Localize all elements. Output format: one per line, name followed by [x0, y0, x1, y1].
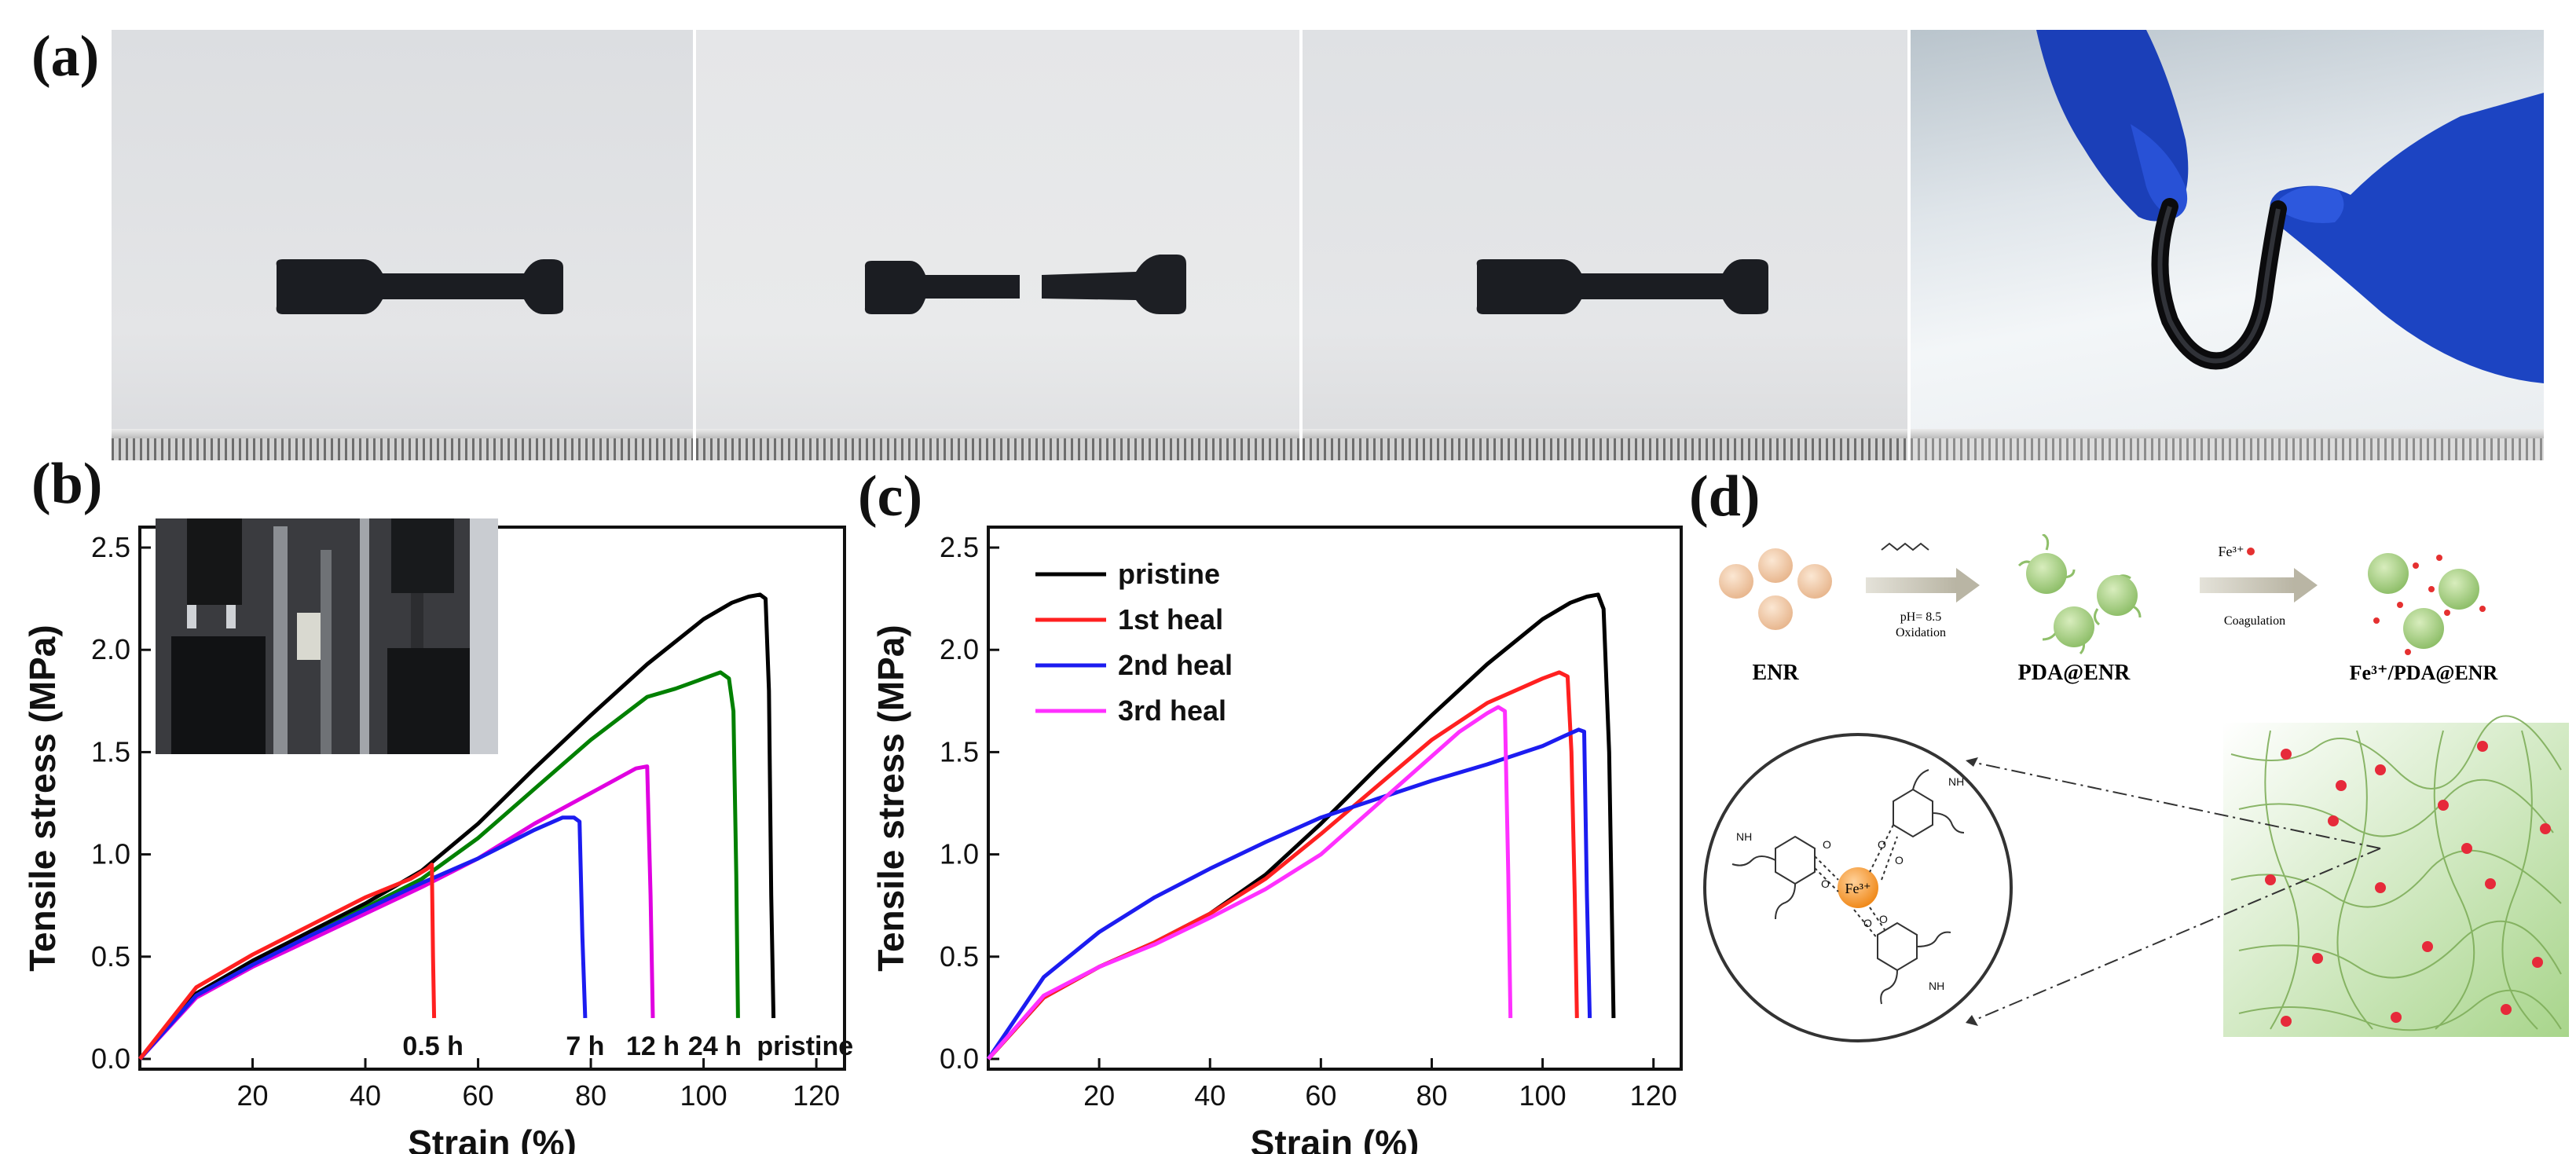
fracture-annotation: 7 h	[566, 1031, 604, 1061]
step1-conditions-line1: pH= 8.5	[1900, 610, 1942, 624]
y-axis-label: Tensile stress (MPa)	[22, 625, 63, 971]
enr-label: ENR	[1752, 661, 1799, 685]
scheme-d-fe-pda-enr: ENR pH= 8.5 Oxidation PDA@ENR Fe³⁺ Coagu…	[1703, 534, 2569, 1042]
x-tick-label: 60	[1305, 1079, 1336, 1112]
fe-center-label: Fe³⁺	[1845, 881, 1871, 896]
fe-pda-enr-label: Fe³⁺/PDA@ENR	[2350, 661, 2498, 684]
y-tick-label: 0.0	[940, 1042, 979, 1075]
x-tick-label: 120	[1630, 1079, 1677, 1112]
step1-conditions-line2: Oxidation	[1896, 626, 1946, 639]
x-tick-label: 60	[463, 1079, 494, 1112]
gloved-hands-bending-specimen	[2036, 30, 2544, 383]
series-line-1st-heal	[987, 670, 1579, 1061]
y-tick-label: 0.5	[91, 940, 130, 973]
nh-label: NH	[1948, 775, 1964, 788]
x-tick-label: 20	[1083, 1079, 1115, 1112]
x-tick-label: 20	[236, 1079, 268, 1112]
y-tick-label: 1.5	[91, 735, 130, 768]
nh-label: NH	[1736, 830, 1752, 843]
ruler-strip	[1303, 429, 1907, 460]
panel-label-d: (d)	[1689, 464, 1761, 529]
legend-label: 1st heal	[1118, 603, 1223, 636]
nh-label: NH	[1929, 980, 1944, 992]
y-tick-label: 0.0	[91, 1042, 130, 1075]
legend-label: 2nd heal	[1118, 649, 1233, 681]
x-tick-label: 120	[793, 1079, 840, 1112]
series-line-3rd-heal	[987, 705, 1513, 1061]
x-tick-label: 100	[1519, 1079, 1566, 1112]
step2-conditions: Coagulation	[2224, 614, 2285, 628]
fe-pda-enr-particles	[2368, 553, 2486, 655]
oxygen-label: O	[1823, 838, 1831, 851]
fracture-annotation: 0.5 h	[402, 1031, 463, 1061]
legend-label: 3rd heal	[1118, 694, 1226, 727]
panel-label-b: (b)	[31, 452, 103, 516]
oxygen-label: O	[1879, 913, 1888, 925]
inset-tensile-machine-photo	[156, 518, 498, 754]
arrow-oxidation	[1866, 542, 1980, 603]
photo-healed-specimen	[1303, 30, 1907, 460]
oxygen-label: O	[1863, 917, 1872, 929]
y-tick-label: 2.0	[91, 633, 130, 665]
fracture-annotation: 24 h	[688, 1031, 742, 1061]
y-tick-label: 2.0	[940, 633, 979, 665]
y-tick-label: 1.5	[940, 735, 979, 768]
oxygen-label: O	[1895, 854, 1904, 866]
chart-c-tensile-healing-cycles: 20 40 60 80 100 120 0.0 0.5 1.0 1.5 2.0 2.5 Strain (…	[870, 526, 1683, 1154]
fe-catechol-complex-zoom: Fe³⁺ O O O O O O NH NH NH	[1703, 733, 2013, 1042]
series-line-0-5-h	[138, 863, 437, 1061]
fracture-annotation: pristine	[757, 1031, 852, 1061]
ruler-strip	[696, 429, 1299, 460]
photo-cut-specimen	[696, 30, 1299, 460]
dogbone-specimen-cut	[864, 255, 1186, 314]
photo-bent-specimen	[1911, 30, 2544, 460]
dogbone-specimen-healed	[1476, 259, 1768, 314]
zoom-connector-lines	[1971, 761, 2381, 1022]
legend-label: pristine	[1118, 558, 1220, 590]
series-line-pristine	[138, 592, 776, 1061]
series-line-7-h	[138, 815, 588, 1061]
ruler-strip	[1911, 429, 2544, 460]
oxygen-label: O	[1821, 877, 1830, 890]
x-tick-label: 80	[575, 1079, 606, 1112]
panel-label-a: (a)	[31, 24, 100, 89]
y-tick-label: 1.0	[91, 838, 130, 870]
x-tick-label: 40	[1194, 1079, 1226, 1112]
oxygen-label: O	[1878, 838, 1886, 851]
x-tick-label: 80	[1416, 1079, 1447, 1112]
series-line-2nd-heal	[986, 727, 1592, 1061]
y-tick-label: 0.5	[940, 940, 979, 973]
y-tick-label: 2.5	[940, 531, 979, 563]
x-axis-label: Strain (%)	[1251, 1123, 1420, 1154]
panel-label-c: (c)	[858, 464, 923, 529]
x-axis-label: Strain (%)	[408, 1123, 577, 1154]
x-tick-label: 40	[350, 1079, 381, 1112]
chart-b-tensile-healing-time: 20 40 60 80 100 120 0.0 0.5 1.0 1.5 2.0 2.5 Strain (…	[22, 526, 852, 1154]
photo-pristine-specimen	[112, 30, 693, 460]
y-tick-label: 1.0	[940, 838, 979, 870]
dogbone-specimen-intact	[276, 259, 563, 314]
step2-reagent: Fe³⁺	[2219, 544, 2244, 559]
tensile-machine-graphic	[156, 518, 498, 754]
arrow-coagulation	[2200, 548, 2318, 603]
enr-particles	[1719, 548, 1832, 630]
ruler-strip	[112, 429, 693, 460]
series-line-12-h	[138, 764, 655, 1061]
pda-enr-label: PDA@ENR	[2018, 661, 2131, 685]
crosslinked-network	[2223, 715, 2569, 1037]
y-axis-label: Tensile stress (MPa)	[870, 625, 911, 971]
x-tick-label: 100	[680, 1079, 727, 1112]
plot-frame	[987, 526, 1683, 1071]
y-tick-label: 2.5	[91, 531, 130, 563]
fracture-annotation: 12 h	[626, 1031, 680, 1061]
